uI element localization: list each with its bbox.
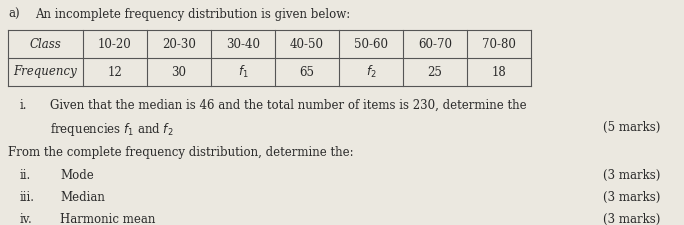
Text: (3 marks): (3 marks) — [603, 169, 660, 182]
Text: $f_2$: $f_2$ — [366, 64, 376, 80]
Text: An incomplete frequency distribution is given below:: An incomplete frequency distribution is … — [35, 8, 350, 21]
Text: Frequency: Frequency — [14, 65, 77, 79]
Text: From the complete frequency distribution, determine the:: From the complete frequency distribution… — [8, 146, 354, 159]
Text: iii.: iii. — [20, 191, 35, 204]
Text: 40-50: 40-50 — [290, 38, 324, 50]
Text: 65: 65 — [300, 65, 315, 79]
Text: $f_1$: $f_1$ — [237, 64, 248, 80]
Text: 20-30: 20-30 — [162, 38, 196, 50]
Text: iv.: iv. — [20, 213, 33, 225]
Text: 12: 12 — [107, 65, 122, 79]
Text: (5 marks): (5 marks) — [603, 121, 660, 134]
Text: 18: 18 — [492, 65, 506, 79]
Text: Median: Median — [60, 191, 105, 204]
Text: Harmonic mean: Harmonic mean — [60, 213, 155, 225]
Text: Given that the median is 46 and the total number of items is 230, determine the: Given that the median is 46 and the tota… — [50, 99, 527, 112]
Text: 30-40: 30-40 — [226, 38, 260, 50]
Text: a): a) — [8, 8, 20, 21]
Text: 60-70: 60-70 — [418, 38, 452, 50]
Text: 30: 30 — [172, 65, 187, 79]
Text: 70-80: 70-80 — [482, 38, 516, 50]
Text: (3 marks): (3 marks) — [603, 191, 660, 204]
Text: ii.: ii. — [20, 169, 31, 182]
Text: (3 marks): (3 marks) — [603, 213, 660, 225]
Text: 25: 25 — [428, 65, 443, 79]
Text: 50-60: 50-60 — [354, 38, 388, 50]
Text: 10-20: 10-20 — [98, 38, 132, 50]
Text: Class: Class — [29, 38, 62, 50]
Text: Mode: Mode — [60, 169, 94, 182]
Text: i.: i. — [20, 99, 27, 112]
Text: frequencies $f_1$ and $f_2$: frequencies $f_1$ and $f_2$ — [50, 121, 174, 138]
